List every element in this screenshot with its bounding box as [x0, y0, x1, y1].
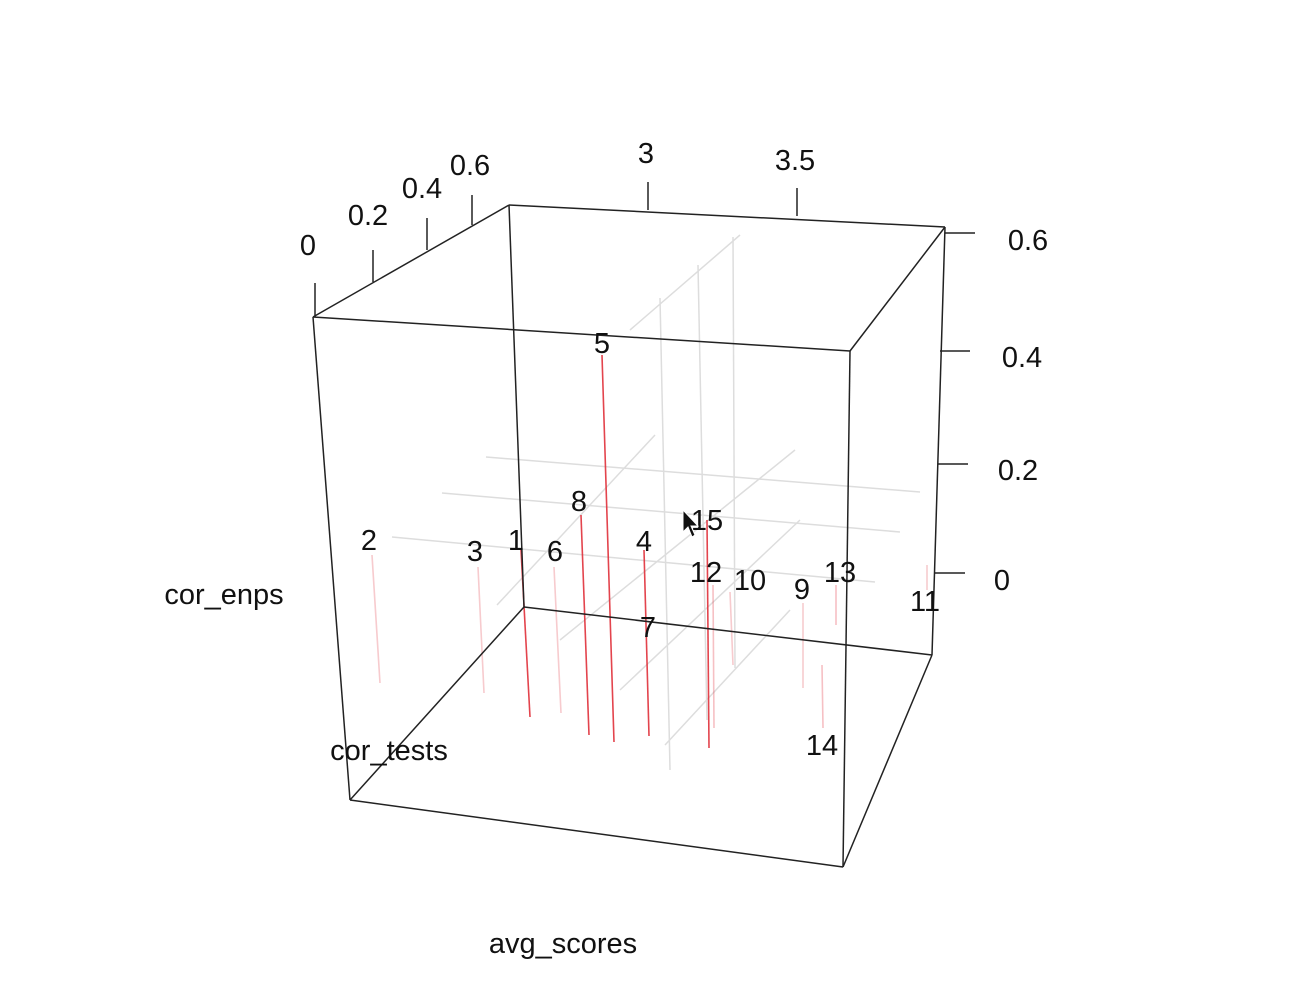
- y-tick-label: 0.6: [450, 150, 490, 182]
- point-label-2: 2: [361, 525, 377, 557]
- mouse-cursor-icon: [682, 508, 700, 538]
- point-label-1: 1: [508, 525, 524, 557]
- y-tick-label: 0.2: [348, 200, 388, 232]
- drop-lines: [371, 354, 928, 749]
- box-edge: [349, 606, 525, 801]
- drop-line-3: [477, 566, 485, 694]
- box-edge: [842, 350, 851, 868]
- grid-line: [619, 519, 801, 691]
- grid-line: [659, 297, 671, 771]
- z-tick-label: 0.2: [998, 455, 1038, 487]
- box-edge: [349, 799, 844, 868]
- grid-line: [732, 236, 736, 669]
- drop-line-4: [643, 549, 650, 737]
- box-edge: [523, 606, 933, 656]
- grid-line: [664, 609, 791, 746]
- point-label-6: 6: [547, 536, 563, 568]
- grid-line: [391, 536, 876, 583]
- point-label-4: 4: [636, 526, 652, 558]
- point-label-3: 3: [467, 536, 483, 568]
- z-tick-label: 0.4: [1002, 342, 1042, 374]
- drop-line-5: [601, 354, 615, 743]
- drop-line-10: [729, 591, 734, 666]
- box-edge: [312, 316, 351, 801]
- point-label-14: 14: [806, 730, 838, 762]
- grid-line: [697, 264, 708, 721]
- drop-line-8: [580, 514, 590, 736]
- point-label-12: 12: [690, 557, 722, 589]
- grid-line: [629, 234, 741, 331]
- box-edge: [931, 226, 946, 656]
- point-label-9: 9: [794, 574, 810, 606]
- z-tick-label: 0.6: [1008, 225, 1048, 257]
- point-label-5: 5: [594, 328, 610, 360]
- drop-line-2: [371, 554, 381, 684]
- point-label-8: 8: [571, 486, 587, 518]
- point-label-15: 15: [691, 505, 723, 537]
- box-edge: [312, 204, 510, 318]
- y-axis-label: cor_tests: [330, 735, 448, 767]
- y-tick-label: 0.4: [402, 173, 442, 205]
- z-axis-label: cor_enps: [164, 579, 283, 611]
- drop-line-12: [712, 584, 715, 729]
- point-label-10: 10: [734, 565, 766, 597]
- point-label-11: 11: [910, 586, 940, 618]
- box-edge: [312, 316, 851, 352]
- point-label-13: 13: [824, 557, 856, 589]
- box-edge: [508, 204, 946, 228]
- y-tick-label: 0: [300, 230, 316, 262]
- drop-line-15: [706, 519, 710, 749]
- bounding-box: [312, 204, 946, 868]
- x-axis-label: avg_scores: [489, 928, 637, 960]
- x-tick-label: 3.5: [775, 145, 815, 177]
- x-tick-label: 3: [638, 138, 654, 170]
- box-edge: [849, 226, 946, 352]
- box-edge: [842, 654, 933, 868]
- grid-lines: [391, 234, 921, 771]
- z-tick-label: 0: [994, 565, 1010, 597]
- box-edge: [508, 204, 525, 608]
- drop-line-6: [553, 566, 562, 714]
- point-label-7: 7: [640, 612, 656, 644]
- drop-line-14: [821, 664, 824, 729]
- grid-line: [559, 449, 796, 641]
- grid-line: [441, 492, 901, 533]
- axis-ticks: 00.20.40.6 3 3.500.20.40.6: [300, 138, 1048, 597]
